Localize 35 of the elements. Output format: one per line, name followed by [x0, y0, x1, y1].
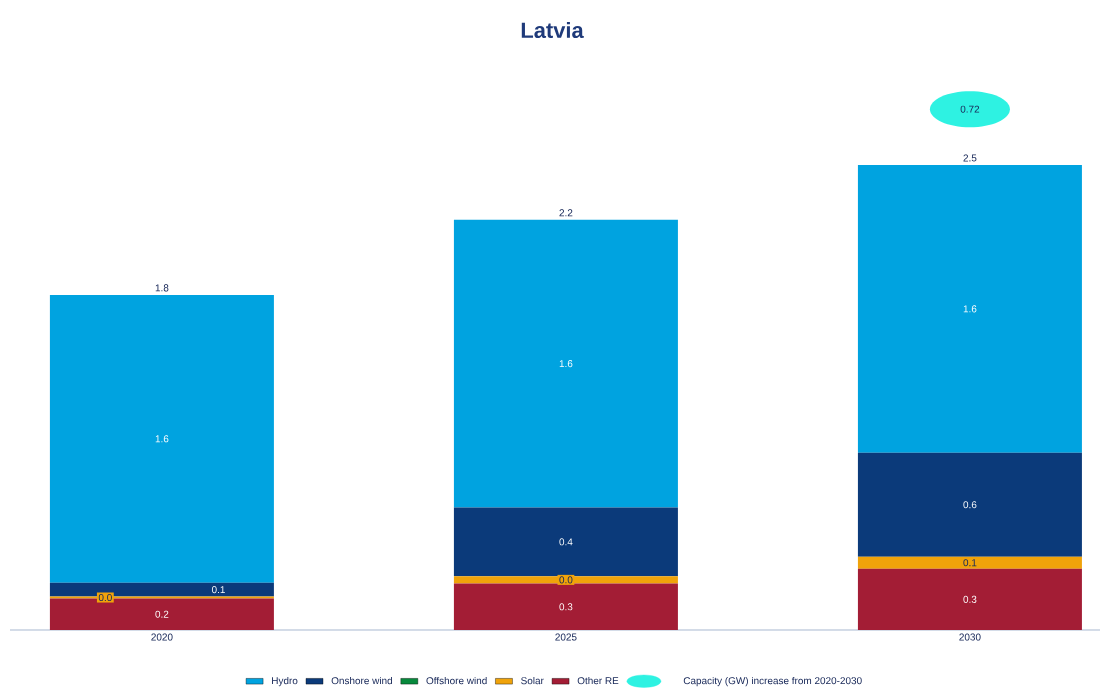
data-label: 0.3 [559, 603, 573, 611]
total-label: 2.5 [963, 154, 977, 162]
bar [453, 507, 678, 577]
bar [857, 164, 1082, 453]
total-label: 2.2 [559, 209, 573, 217]
data-label: 0.1 [963, 559, 977, 567]
legend-label: Offshore wind [426, 676, 487, 685]
data-label: 1.6 [963, 305, 977, 313]
x-tick-label: 2025 [555, 633, 577, 641]
bar [857, 556, 1082, 569]
bar [453, 219, 678, 508]
data-label: 0.3 [963, 595, 977, 603]
data-label: 1.6 [559, 360, 573, 368]
data-label: 1.6 [155, 435, 169, 443]
data-label: 0.1 [211, 586, 225, 594]
chart-title: Latvia [521, 21, 584, 39]
text: Capacity (GW) increase from 2020-2030 [683, 676, 862, 687]
bar [453, 583, 678, 630]
data-label: 0.0 [559, 576, 573, 584]
legend-label: Hydro [272, 676, 298, 687]
bar [857, 452, 1082, 557]
total-label: 1.8 [155, 284, 169, 292]
legend-label: Other RE [577, 676, 619, 685]
legend-label: Onshore wind [331, 676, 392, 685]
data-label: 0.6 [963, 501, 977, 509]
bar [49, 294, 274, 583]
text: 0.72 [960, 105, 980, 113]
data-label: 0.0 [98, 593, 112, 602]
bar [857, 568, 1082, 630]
data-label: 0.4 [559, 538, 573, 546]
legend-label: Solar [521, 676, 544, 685]
x-tick-label: 2020 [151, 633, 173, 641]
x-tick-label: 2030 [959, 633, 981, 641]
data-label: 0.2 [155, 610, 169, 618]
bar [453, 576, 678, 584]
